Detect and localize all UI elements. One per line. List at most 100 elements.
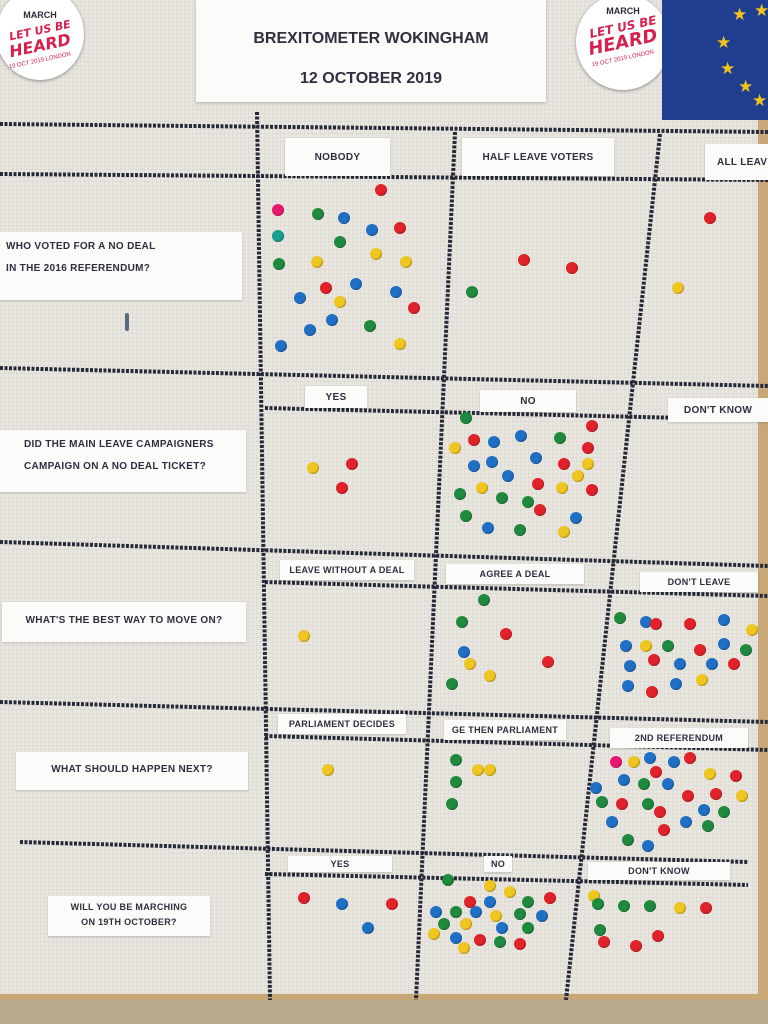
vote-dot-blue [430, 906, 442, 918]
vote-dot-blue [458, 646, 470, 658]
vote-dot-red [298, 892, 310, 904]
q3-option-dont-leave: DON'T LEAVE [640, 572, 758, 592]
vote-dot-blue [338, 212, 350, 224]
question-5-line-1: WILL YOU BE MARCHING [70, 902, 188, 912]
sticker-march-text: MARCH [23, 10, 57, 20]
vote-dot-green [466, 286, 478, 298]
q2-option-yes: YES [305, 386, 367, 408]
vote-dot-blue [698, 804, 710, 816]
vote-dot-red [700, 902, 712, 914]
star-icon: ★ [754, 1, 768, 20]
vote-dot-blue [620, 640, 632, 652]
vote-dot-blue [530, 452, 542, 464]
vote-dot-yellow [672, 282, 684, 294]
vote-dot-green [594, 924, 606, 936]
q5-option-no: NO [484, 856, 512, 872]
board-date: 12 OCTOBER 2019 [300, 70, 442, 87]
vote-dot-green [522, 896, 534, 908]
vote-dot-green [312, 208, 324, 220]
vote-dot-red [616, 798, 628, 810]
vote-dot-yellow [322, 764, 334, 776]
vote-dot-yellow [394, 338, 406, 350]
vote-dot-yellow [572, 470, 584, 482]
question-1-line-2: IN THE 2016 REFERENDUM? [6, 263, 151, 274]
q1-option-nobody: NOBODY [285, 138, 390, 176]
vote-dot-green [273, 258, 285, 270]
q4-option-parliament: PARLIAMENT DECIDES [278, 714, 406, 734]
vote-dot-red [598, 936, 610, 948]
vote-dot-red [684, 752, 696, 764]
vote-dot-red [648, 654, 660, 666]
vote-dot-green [644, 900, 656, 912]
vote-dot-blue [618, 774, 630, 786]
vote-dot-red [375, 184, 387, 196]
q3-option-agree-deal: AGREE A DEAL [446, 564, 584, 584]
vote-dot-red [646, 686, 658, 698]
vote-dot-red [728, 658, 740, 670]
q3-option-leave-no-deal: LEAVE WITHOUT A DEAL [280, 560, 414, 580]
q4-option-2nd-referendum: 2ND REFERENDUM [610, 728, 748, 748]
vote-dot-red [542, 656, 554, 668]
brexitometer-board: BREXITOMETER WOKINGHAM 12 OCTOBER 2019 M… [0, 0, 768, 1000]
vote-dot-pink [272, 204, 284, 216]
vote-dot-yellow [558, 526, 570, 538]
vote-dot-yellow [298, 630, 310, 642]
vote-dot-red [346, 458, 358, 470]
vote-dot-red [650, 618, 662, 630]
star-icon: ★ [732, 5, 748, 24]
eu-flag: ★ ★ ★ ★ ★ ★ [662, 0, 768, 120]
vote-dot-yellow [428, 928, 440, 940]
vote-dot-yellow [484, 670, 496, 682]
vote-dot-blue [362, 922, 374, 934]
vote-dot-blue [622, 680, 634, 692]
vote-dot-green [718, 806, 730, 818]
vote-dot-blue [496, 922, 508, 934]
vote-dot-red [730, 770, 742, 782]
vote-dot-blue [606, 816, 618, 828]
sticker-march-text: MARCH [606, 6, 640, 16]
vote-dot-blue [350, 278, 362, 290]
vote-dot-blue [484, 896, 496, 908]
vote-dot-red [500, 628, 512, 640]
vote-dot-red [652, 930, 664, 942]
vote-dot-green [446, 798, 458, 810]
vote-dot-yellow [704, 768, 716, 780]
vote-dot-blue [642, 840, 654, 852]
vote-dot-red [566, 262, 578, 274]
vote-dot-blue [662, 778, 674, 790]
vote-dot-yellow [307, 462, 319, 474]
question-5-line-2: ON 19TH OCTOBER? [81, 917, 177, 927]
vote-dot-blue [482, 522, 494, 534]
vote-dot-blue [706, 658, 718, 670]
vote-dot-yellow [484, 764, 496, 776]
q2-option-dont-know: DON'T KNOW [668, 398, 768, 422]
vote-dot-red [586, 420, 598, 432]
vote-dot-blue [486, 456, 498, 468]
vote-dot-red [694, 644, 706, 656]
question-2-line-2: CAMPAIGN ON A NO DEAL TICKET? [24, 461, 207, 472]
vote-dot-red [408, 302, 420, 314]
vote-dot-green [614, 612, 626, 624]
vote-dot-pink [610, 756, 622, 768]
vote-dot-blue [294, 292, 306, 304]
vote-dot-yellow [504, 886, 516, 898]
vote-dot-yellow [476, 482, 488, 494]
board-title: BREXITOMETER WOKINGHAM [253, 30, 489, 47]
vote-dot-blue [674, 658, 686, 670]
vote-dot-yellow [736, 790, 748, 802]
vote-dot-green [618, 900, 630, 912]
vote-dot-green [496, 492, 508, 504]
question-3-card: WHAT'S THE BEST WAY TO MOVE ON? [2, 602, 246, 642]
march-sticker-right: MARCH LET US BE HEARD 19 OCT 2019 LONDON [576, 0, 670, 90]
vote-dot-blue [680, 816, 692, 828]
vote-dot-green [522, 922, 534, 934]
vote-dot-green [662, 640, 674, 652]
push-pin [125, 313, 129, 331]
star-icon: ★ [720, 59, 736, 78]
q1-option-all-leave: ALL LEAVE [705, 144, 768, 180]
vote-dot-red [682, 790, 694, 802]
vote-dot-yellow [696, 674, 708, 686]
vote-dot-green [740, 644, 752, 656]
vote-dot-yellow [400, 256, 412, 268]
vote-dot-red [534, 504, 546, 516]
